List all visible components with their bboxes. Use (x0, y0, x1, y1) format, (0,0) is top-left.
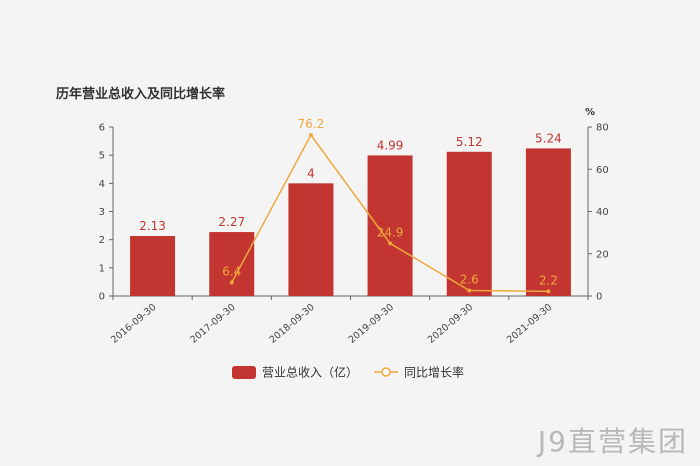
growth-point (467, 288, 472, 293)
y-left-tick-label: 5 (99, 151, 105, 162)
bar-data-label: 5.12 (456, 135, 483, 149)
bar (130, 236, 176, 296)
legend-item-revenue[interactable]: 营业总收入（亿） (232, 365, 358, 380)
y-left-tick-label: 3 (99, 207, 105, 218)
y-right-unit: % (585, 107, 595, 118)
x-tick-label: 2020-09-30 (426, 302, 475, 346)
legend-swatch-bar (232, 366, 256, 379)
bar-data-label: 5.24 (535, 131, 562, 145)
line-series: 6.4 76.2 24.9 2.6 2.2 (222, 117, 558, 294)
bar (288, 183, 334, 296)
x-tick-label: 2018-09-30 (267, 302, 316, 346)
x-tick-label: 2017-09-30 (188, 302, 237, 346)
growth-point (546, 289, 551, 294)
legend-label-revenue: 营业总收入（亿） (262, 365, 358, 380)
y-left-tick-label: 4 (99, 179, 105, 190)
growth-data-label: 6.4 (222, 264, 241, 278)
bar (446, 151, 492, 296)
y-right-tick-label: 40 (596, 207, 609, 218)
growth-data-label: 24.9 (377, 225, 404, 239)
y-right-tick-label: 80 (596, 123, 609, 134)
growth-data-label: 2.6 (460, 273, 479, 287)
legend-item-growth[interactable]: 同比增长率 (374, 365, 464, 380)
legend[interactable]: 营业总收入（亿） 同比增长率 (232, 365, 464, 380)
y-left-tick-label: 1 (99, 263, 105, 274)
bar (525, 148, 571, 296)
growth-data-label: 76.2 (298, 117, 325, 131)
y-right-tick-label: 60 (596, 165, 609, 176)
y-left-tick-label: 2 (99, 235, 105, 246)
y-left-tick-label: 6 (99, 123, 105, 134)
bar-data-label: 4.99 (377, 138, 404, 152)
x-tick-label: 2019-09-30 (347, 302, 396, 346)
y-right-tick-label: 0 (596, 292, 602, 303)
bar-data-label: 4 (307, 166, 315, 180)
bar (367, 155, 413, 296)
y-right-tick-label: 20 (596, 249, 609, 260)
y-left-tick-label: 0 (99, 292, 105, 303)
chart-title: 历年营业总收入及同比增长率 (56, 86, 225, 102)
bar-data-label: 2.13 (139, 219, 166, 233)
growth-point (229, 280, 234, 285)
growth-point (388, 241, 393, 246)
x-tick-label: 2021-09-30 (505, 302, 554, 346)
bar (209, 232, 255, 296)
bar-series: 2.13 2.27 4 4.99 5.12 5.24 (130, 131, 571, 296)
legend-swatch-point (381, 367, 391, 377)
legend-label-growth: 同比增长率 (404, 365, 464, 380)
bar-data-label: 2.27 (218, 215, 245, 229)
growth-point (308, 133, 313, 138)
watermark: J9直营集团 (537, 425, 688, 458)
growth-data-label: 2.2 (539, 273, 558, 287)
x-tick-label: 2016-09-30 (109, 302, 158, 346)
